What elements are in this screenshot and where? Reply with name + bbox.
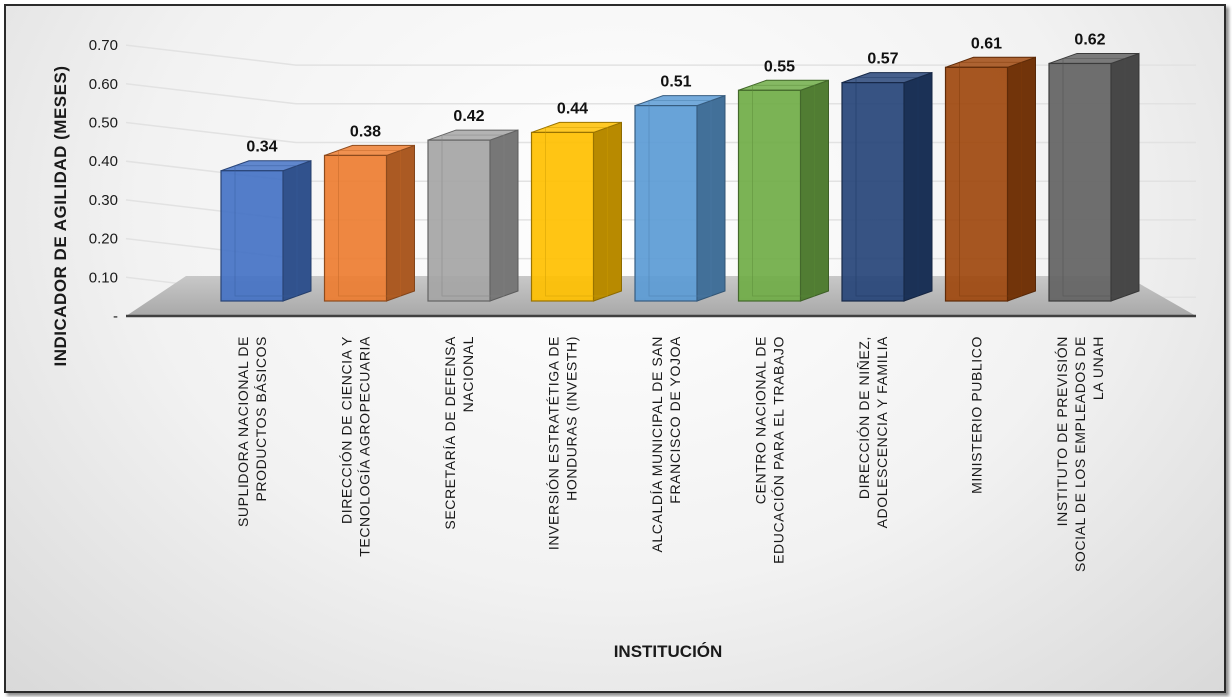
category-label-line: TECNOLOGÍA AGROPECUARIA <box>357 336 373 557</box>
y-tick-label: 0.50 <box>89 115 118 132</box>
y-tick-label: 0.70 <box>89 37 118 54</box>
category-label-line: HONDURAS (INVESTH) <box>564 336 580 501</box>
bar-front <box>530 131 595 302</box>
category-label-line: SOCIAL DE LOS EMPLEADOS DE <box>1072 336 1088 572</box>
category-label: DIRECCIÓN DE NIÑEZ, ADOLESCENCIA Y FAMILI… <box>856 336 890 528</box>
category-label-line: ADOLESCENCIA Y FAMILIA <box>874 336 890 528</box>
data-label: 0.42 <box>453 108 484 125</box>
data-label: 0.57 <box>867 51 898 68</box>
category-label: INSTITUTO DE PREVISIÓN SOCIAL DE LOS EMPL… <box>1054 336 1106 572</box>
category-label: MINISTERIO PUBLICO <box>969 336 985 494</box>
value-labels: 0.34 0.38 0.42 0.44 0.51 0.55 0.57 0.61 0.62 <box>246 31 1105 155</box>
category-label-line: FRANCISCO DE YOJOA <box>667 336 683 504</box>
bar-inner-edge <box>234 165 298 297</box>
y-tick-label: 0.60 <box>89 76 118 93</box>
bar-front <box>841 82 905 302</box>
category-label: SUPLIDORA NACIONAL DE PRODUCTOS BÁSICOS <box>235 336 269 527</box>
chart-svg: -0.100.200.300.400.500.600.70 0.340.380.… <box>51 31 1196 661</box>
category-label-line: EDUCACIÓN PARA EL TRABAJO <box>771 336 787 564</box>
data-label: 0.38 <box>350 123 381 140</box>
y-tick-label: - <box>113 308 118 325</box>
data-label: 0.44 <box>557 100 588 117</box>
y-tick-label: 0.30 <box>89 192 118 209</box>
bar <box>1048 52 1140 302</box>
data-label: 0.61 <box>971 35 1002 52</box>
bar-front <box>1048 62 1112 302</box>
bar-front <box>737 89 802 302</box>
bar <box>841 71 933 302</box>
data-label: 0.55 <box>764 58 795 75</box>
category-label-line: SUPLIDORA NACIONAL DE <box>235 336 251 527</box>
category-label-line: NACIONAL <box>460 336 476 412</box>
bar <box>530 121 622 302</box>
y-axis-ticks: - 0.10 0.20 0.30 0.40 0.50 0.60 0.70 <box>89 37 118 325</box>
bar-front <box>323 154 388 302</box>
category-label: CENTRO NACIONAL DE EDUCACIÓN PARA EL TRAB… <box>753 336 787 564</box>
category-label-line: MINISTERIO PUBLICO <box>969 336 985 494</box>
gridline <box>125 44 1196 66</box>
category-label: SECRETARÍA DE DEFENSA NACIONAL <box>442 336 476 530</box>
bar-inner-edge <box>855 77 919 297</box>
category-label-line: CENTRO NACIONAL DE <box>753 336 769 504</box>
bar-inner-edge <box>338 150 401 297</box>
chart-frame: -0.10 0.20 0.30 0.40 0.50 0.60 0.70 0.34 0.38 0.… <box>4 4 1226 693</box>
category-label-line: PRODUCTOS BÁSICOS <box>253 336 269 502</box>
category-label: INVERSIÓN ESTRATÉTIGA DE HONDURAS (INVEST… <box>546 336 580 550</box>
bar <box>220 160 312 302</box>
category-label: DIRECCIÓN DE CIENCIA Y TECNOLOGÍA AGROPEC… <box>339 336 373 557</box>
category-label-line: INSTITUTO DE PREVISIÓN <box>1054 336 1070 526</box>
y-axis-label: INDICADOR DE AGILIDAD (MESES) <box>51 66 70 367</box>
data-label: 0.34 <box>246 139 277 156</box>
bar-front <box>427 139 491 302</box>
bar <box>737 79 829 302</box>
y-tick-label: 0.10 <box>89 269 118 286</box>
y-tick-label: 0.20 <box>89 231 118 248</box>
x-axis-label: INSTITUCIÓN <box>614 642 723 661</box>
category-label-line: LA UNAH <box>1090 336 1106 400</box>
bar-front <box>220 170 284 302</box>
bar-inner-edge <box>1062 58 1126 297</box>
category-label-line: DIRECCIÓN DE NIÑEZ, <box>856 336 872 499</box>
category-label: ALCALDÍA MUNICIPAL DE SAN FRANCISCO DE YO… <box>649 336 683 553</box>
bar-inner-edge <box>648 100 712 297</box>
category-label-line: SECRETARÍA DE DEFENSA <box>442 336 458 530</box>
category-label-line: DIRECCIÓN DE CIENCIA Y <box>339 336 355 524</box>
bar-inner-edge <box>441 134 505 297</box>
bar-inner-edge <box>752 84 815 297</box>
bar <box>634 94 726 302</box>
bar-front <box>634 105 698 302</box>
data-label: 0.62 <box>1074 31 1105 48</box>
bar-front <box>944 66 1009 302</box>
category-label-line: INVERSIÓN ESTRATÉTIGA DE <box>546 336 562 550</box>
category-label-line: ALCALDÍA MUNICIPAL DE SAN <box>649 336 665 553</box>
bars <box>220 52 1140 302</box>
bar <box>944 56 1036 302</box>
data-label: 0.51 <box>660 74 691 91</box>
y-tick-label: 0.40 <box>89 153 118 170</box>
bar <box>323 144 415 302</box>
category-labels: SUPLIDORA NACIONAL DE PRODUCTOS BÁSICOS DI… <box>235 336 1106 572</box>
bar-inner-edge <box>959 61 1022 297</box>
bar <box>427 129 519 302</box>
bar-inner-edge <box>545 127 608 297</box>
